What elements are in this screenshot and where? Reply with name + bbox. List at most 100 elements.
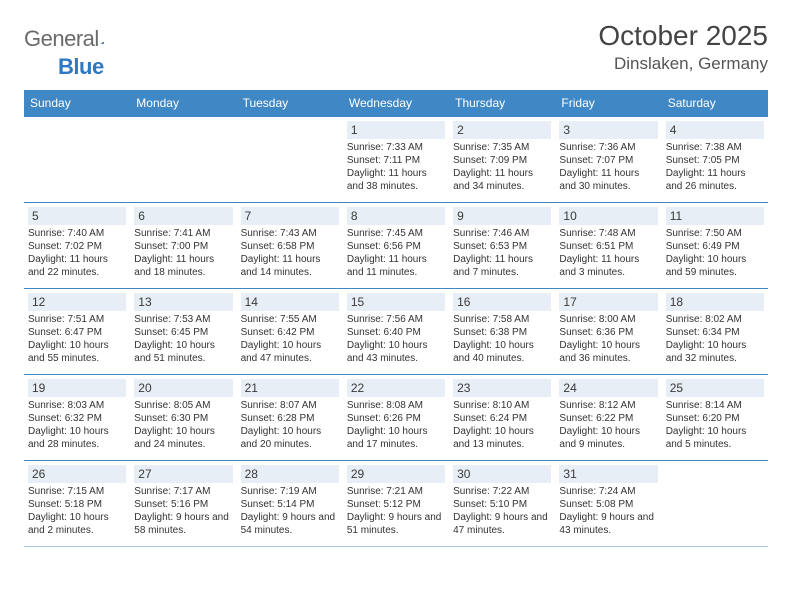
daylight-text: Daylight: 10 hours and 55 minutes. [28, 339, 126, 365]
day-number: 19 [28, 379, 126, 397]
sunset-text: Sunset: 6:26 PM [347, 412, 445, 425]
day-cell: 22Sunrise: 8:08 AMSunset: 6:26 PMDayligh… [343, 375, 449, 461]
week-row: 19Sunrise: 8:03 AMSunset: 6:32 PMDayligh… [24, 375, 768, 461]
day-cell [130, 117, 236, 203]
title-block: October 2025 Dinslaken, Germany [598, 20, 768, 74]
day-details: Sunrise: 7:45 AMSunset: 6:56 PMDaylight:… [347, 227, 445, 279]
week-row: 12Sunrise: 7:51 AMSunset: 6:47 PMDayligh… [24, 289, 768, 375]
day-number: 2 [453, 121, 551, 139]
sunrise-text: Sunrise: 7:19 AM [241, 485, 339, 498]
day-details: Sunrise: 7:41 AMSunset: 7:00 PMDaylight:… [134, 227, 232, 279]
day-details: Sunrise: 7:19 AMSunset: 5:14 PMDaylight:… [241, 485, 339, 537]
sunrise-text: Sunrise: 7:43 AM [241, 227, 339, 240]
sunrise-text: Sunrise: 7:56 AM [347, 313, 445, 326]
day-number: 31 [559, 465, 657, 483]
daylight-text: Daylight: 11 hours and 14 minutes. [241, 253, 339, 279]
day-number: 27 [134, 465, 232, 483]
day-number: 20 [134, 379, 232, 397]
daylight-text: Daylight: 11 hours and 38 minutes. [347, 167, 445, 193]
day-cell: 2 Sunrise: 7:35 AMSunset: 7:09 PMDaylight… [449, 117, 555, 203]
day-details: Sunrise: 7:40 AMSunset: 7:02 PMDaylight:… [28, 227, 126, 279]
daylight-text: Daylight: 9 hours and 54 minutes. [241, 511, 339, 537]
day-details: Sunrise: 7:36 AMSunset: 7:07 PMDaylight:… [559, 141, 657, 193]
daylight-text: Daylight: 10 hours and 51 minutes. [134, 339, 232, 365]
daylight-text: Daylight: 10 hours and 36 minutes. [559, 339, 657, 365]
daylight-text: Daylight: 10 hours and 20 minutes. [241, 425, 339, 451]
day-details: Sunrise: 8:02 AMSunset: 6:34 PMDaylight:… [666, 313, 764, 365]
day-number: 11 [666, 207, 764, 225]
day-cell: 3 Sunrise: 7:36 AMSunset: 7:07 PMDaylight… [555, 117, 661, 203]
day-cell: 18Sunrise: 8:02 AMSunset: 6:34 PMDayligh… [662, 289, 768, 375]
day-cell [237, 117, 343, 203]
sunrise-text: Sunrise: 7:51 AM [28, 313, 126, 326]
day-cell: 20Sunrise: 8:05 AMSunset: 6:30 PMDayligh… [130, 375, 236, 461]
sunset-text: Sunset: 6:40 PM [347, 326, 445, 339]
sunset-text: Sunset: 7:09 PM [453, 154, 551, 167]
daylight-text: Daylight: 11 hours and 26 minutes. [666, 167, 764, 193]
day-cell: 13Sunrise: 7:53 AMSunset: 6:45 PMDayligh… [130, 289, 236, 375]
day-number: 30 [453, 465, 551, 483]
day-number: 24 [559, 379, 657, 397]
day-details: Sunrise: 7:38 AMSunset: 7:05 PMDaylight:… [666, 141, 764, 193]
weekday-header: Tuesday [237, 90, 343, 117]
sunrise-text: Sunrise: 7:36 AM [559, 141, 657, 154]
sunset-text: Sunset: 6:56 PM [347, 240, 445, 253]
daylight-text: Daylight: 11 hours and 22 minutes. [28, 253, 126, 279]
sunset-text: Sunset: 6:49 PM [666, 240, 764, 253]
daylight-text: Daylight: 10 hours and 43 minutes. [347, 339, 445, 365]
day-details: Sunrise: 7:55 AMSunset: 6:42 PMDaylight:… [241, 313, 339, 365]
sunset-text: Sunset: 6:58 PM [241, 240, 339, 253]
day-details: Sunrise: 7:15 AMSunset: 5:18 PMDaylight:… [28, 485, 126, 537]
daylight-text: Daylight: 9 hours and 58 minutes. [134, 511, 232, 537]
sunrise-text: Sunrise: 8:10 AM [453, 399, 551, 412]
sunset-text: Sunset: 6:30 PM [134, 412, 232, 425]
daylight-text: Daylight: 11 hours and 30 minutes. [559, 167, 657, 193]
daylight-text: Daylight: 10 hours and 2 minutes. [28, 511, 126, 537]
weekday-header: Friday [555, 90, 661, 117]
sunrise-text: Sunrise: 7:50 AM [666, 227, 764, 240]
sunrise-text: Sunrise: 7:17 AM [134, 485, 232, 498]
day-details: Sunrise: 7:35 AMSunset: 7:09 PMDaylight:… [453, 141, 551, 193]
day-cell: 27 Sunrise: 7:17 AMSunset: 5:16 PMDayligh… [130, 461, 236, 547]
day-number: 17 [559, 293, 657, 311]
daylight-text: Daylight: 10 hours and 40 minutes. [453, 339, 551, 365]
day-number: 10 [559, 207, 657, 225]
day-number: 12 [28, 293, 126, 311]
day-number: 7 [241, 207, 339, 225]
logo-triangle-icon [101, 31, 104, 47]
week-row: 5 Sunrise: 7:40 AMSunset: 7:02 PMDaylight… [24, 203, 768, 289]
sunrise-text: Sunrise: 8:00 AM [559, 313, 657, 326]
sunset-text: Sunset: 6:24 PM [453, 412, 551, 425]
sunset-text: Sunset: 6:22 PM [559, 412, 657, 425]
weekday-header: Monday [130, 90, 236, 117]
day-cell: 24 Sunrise: 8:12 AMSunset: 6:22 PMDayligh… [555, 375, 661, 461]
weekday-header: Thursday [449, 90, 555, 117]
sunset-text: Sunset: 5:18 PM [28, 498, 126, 511]
day-details: Sunrise: 7:17 AMSunset: 5:16 PMDaylight:… [134, 485, 232, 537]
day-cell: 11Sunrise: 7:50 AMSunset: 6:49 PMDayligh… [662, 203, 768, 289]
day-number: 26 [28, 465, 126, 483]
daylight-text: Daylight: 11 hours and 18 minutes. [134, 253, 232, 279]
day-number: 5 [28, 207, 126, 225]
calendar-head: SundayMondayTuesdayWednesdayThursdayFrid… [24, 90, 768, 117]
daylight-text: Daylight: 11 hours and 11 minutes. [347, 253, 445, 279]
day-cell: 31Sunrise: 7:24 AMSunset: 5:08 PMDayligh… [555, 461, 661, 547]
day-cell: 21Sunrise: 8:07 AMSunset: 6:28 PMDayligh… [237, 375, 343, 461]
day-cell: 17Sunrise: 8:00 AMSunset: 6:36 PMDayligh… [555, 289, 661, 375]
day-number: 14 [241, 293, 339, 311]
day-number: 3 [559, 121, 657, 139]
sunrise-text: Sunrise: 7:40 AM [28, 227, 126, 240]
sunrise-text: Sunrise: 8:02 AM [666, 313, 764, 326]
day-cell [24, 117, 130, 203]
day-cell: 16Sunrise: 7:58 AMSunset: 6:38 PMDayligh… [449, 289, 555, 375]
sunset-text: Sunset: 6:53 PM [453, 240, 551, 253]
sunrise-text: Sunrise: 8:12 AM [559, 399, 657, 412]
day-details: Sunrise: 8:12 AMSunset: 6:22 PMDaylight:… [559, 399, 657, 451]
day-number: 23 [453, 379, 551, 397]
sunrise-text: Sunrise: 7:55 AM [241, 313, 339, 326]
month-title: October 2025 [598, 20, 768, 52]
day-number: 13 [134, 293, 232, 311]
sunset-text: Sunset: 5:08 PM [559, 498, 657, 511]
sunset-text: Sunset: 6:47 PM [28, 326, 126, 339]
sunrise-text: Sunrise: 7:21 AM [347, 485, 445, 498]
